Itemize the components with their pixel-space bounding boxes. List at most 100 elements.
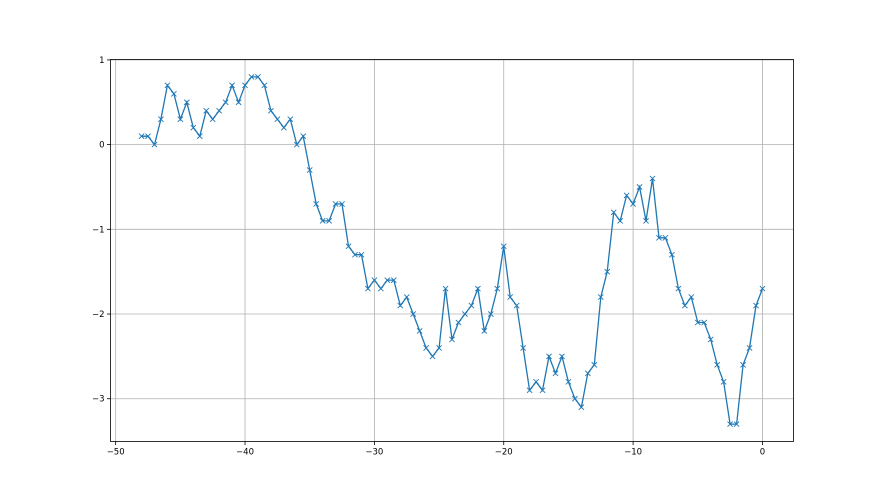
data-point-marker: [145, 133, 151, 140]
data-point-marker: [720, 378, 727, 385]
grid: [110, 59, 794, 442]
data-point-marker: [410, 311, 417, 317]
data-point-marker: [190, 124, 197, 131]
data-point-marker: [261, 82, 268, 89]
data-point-marker: [746, 344, 753, 351]
data-point-marker: [688, 294, 695, 301]
data-point-marker: [500, 243, 507, 250]
data-point-marker: [668, 251, 675, 258]
data-point-marker: [345, 243, 352, 250]
data-point-marker: [332, 200, 339, 207]
data-point-marker: [513, 302, 520, 309]
data-point-marker: [267, 107, 274, 114]
data-point-marker: [740, 361, 746, 368]
data-point-marker: [300, 133, 307, 140]
data-point-marker: [487, 311, 494, 317]
data-point-marker: [293, 141, 300, 148]
data-point-marker: [196, 133, 203, 140]
data-point-marker: [416, 328, 423, 334]
data-point-marker: [526, 387, 533, 394]
data-point-marker: [377, 285, 384, 292]
data-point-marker: [623, 192, 630, 199]
data-point-marker: [610, 209, 617, 216]
x-axis: −50 −40 −30 −20 −10 0: [107, 441, 765, 458]
data-point-marker: [714, 361, 721, 368]
data-point-marker: [339, 200, 345, 207]
data-point-marker: [158, 116, 164, 123]
data-point-marker: [248, 73, 255, 80]
data-point-marker: [694, 319, 701, 326]
data-point-marker: [209, 116, 216, 123]
y-tick-label: −3: [92, 395, 105, 405]
data-point-marker: [455, 319, 462, 326]
data-point-marker: [352, 251, 358, 258]
data-point-marker: [494, 285, 501, 292]
data-point-marker: [597, 294, 604, 301]
data-point-marker: [617, 217, 624, 224]
data-point-marker: [520, 344, 527, 351]
data-point-marker: [533, 378, 539, 385]
data-point-marker: [630, 200, 637, 207]
x-tick-label: 0: [760, 448, 765, 458]
data-point-marker: [222, 99, 229, 106]
data-point-marker: [170, 90, 177, 97]
data-point-marker: [319, 217, 326, 224]
data-point-marker: [235, 99, 242, 106]
data-point-marker: [390, 277, 397, 284]
data-point-marker: [656, 234, 662, 241]
data-point-marker: [255, 73, 261, 80]
data-point-marker: [365, 285, 371, 292]
data-point-marker: [468, 302, 475, 309]
data-point-marker: [578, 404, 585, 411]
data-point-marker: [164, 82, 171, 89]
data-point-marker: [177, 116, 184, 123]
data-point-marker: [306, 167, 313, 173]
data-point-marker: [662, 234, 669, 241]
data-point-marker: [449, 336, 455, 343]
data-point-marker: [229, 82, 236, 89]
data-point-marker: [151, 141, 158, 148]
x-tick-label: −10: [624, 448, 642, 458]
data-point-marker: [675, 285, 682, 292]
data-point-marker: [507, 294, 514, 301]
data-point-marker: [216, 107, 223, 114]
y-tick-label: −2: [92, 310, 105, 320]
data-point-marker: [636, 184, 643, 190]
x-tick-label: −30: [365, 448, 383, 458]
series-path: [141, 76, 764, 425]
data-point-marker: [138, 133, 145, 140]
data-point-marker: [481, 328, 488, 334]
data-point-marker: [462, 311, 468, 317]
data-point-marker: [591, 361, 598, 368]
x-tick-label: −40: [236, 448, 254, 458]
data-point-marker: [429, 353, 436, 360]
data-point-marker: [474, 285, 481, 292]
data-point-marker: [280, 124, 287, 131]
data-point-marker: [287, 116, 294, 123]
data-point-marker: [371, 277, 378, 284]
data-point-marker: [707, 336, 714, 343]
data-point-marker: [753, 302, 759, 309]
data-point-marker: [423, 344, 430, 351]
data-point-marker: [649, 175, 656, 182]
data-point-marker: [242, 82, 248, 89]
data-point-marker: [326, 217, 333, 224]
data-point-marker: [733, 421, 740, 428]
data-point-marker: [539, 387, 546, 394]
data-point-marker: [442, 285, 449, 292]
data-point-marker: [436, 344, 442, 351]
data-point-marker: [397, 302, 404, 309]
data-point-marker: [727, 421, 734, 428]
data-point-marker: [384, 277, 391, 284]
y-axis: 1 0 −1 −2 −3: [92, 56, 111, 405]
y-tick-label: −1: [92, 225, 105, 235]
data-point-marker: [403, 294, 410, 301]
data-point-marker: [681, 302, 688, 309]
data-point-marker: [546, 353, 552, 360]
data-point-marker: [183, 99, 190, 106]
axes-frame: [110, 59, 794, 442]
series-line: [138, 73, 766, 428]
data-point-marker: [701, 319, 708, 326]
data-point-marker: [584, 370, 591, 377]
y-tick-label: 0: [99, 141, 104, 151]
